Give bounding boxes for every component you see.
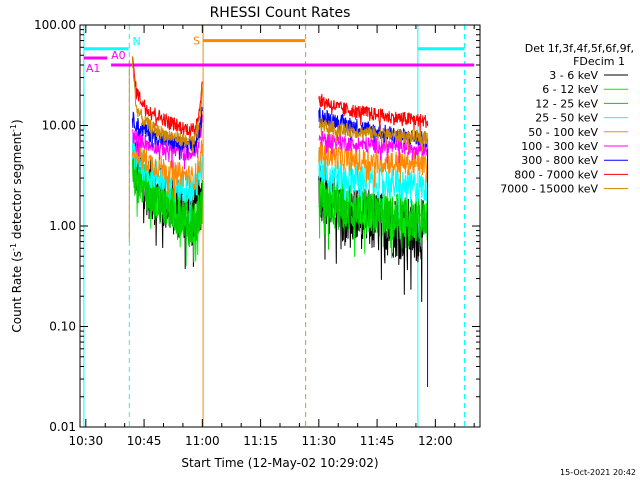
y-label-sup: -1 [9,243,18,251]
legend-entry-label: 6 - 12 keV [542,83,598,96]
state-bar-label: N [132,35,140,48]
legend-entry-label: 7000 - 15000 keV [500,183,598,196]
x-tick-label: 11:45 [360,434,395,448]
y-label-sup: -1 [9,124,18,132]
chart-title: RHESSI Count Rates [210,5,351,21]
series-line [131,140,203,199]
x-axis-label: Start Time (12-May-02 10:29:02) [181,456,378,470]
series-line [318,117,429,152]
x-tick-label: 12:00 [418,434,453,448]
series-line [131,153,203,267]
x-axis: 10:30 10:45 11:00 11:15 11:30 11:45 12:00 [69,25,475,448]
x-tick-label: 10:30 [69,434,104,448]
state-bar-label: S [193,35,200,48]
series-line [318,180,429,250]
y-label-part: Count Rate (s [10,251,24,333]
series-line [318,140,428,188]
y-label-part: detector segment [10,132,24,243]
legend-entry-label: 100 - 300 keV [521,140,598,153]
plot-series [131,56,429,388]
legend-header: Det 1f,3f,4f,5f,6f,9f, [525,42,634,55]
legend-entry-label: 25 - 50 keV [535,112,598,125]
series-line [318,93,429,133]
y-tick-label: 10.00 [42,119,76,133]
series-line [131,57,203,138]
state-bar-label: A0 [111,49,126,62]
state-bar-label: A1 [86,62,101,75]
series-line [131,114,203,170]
legend-entry-label: 300 - 800 keV [521,154,598,167]
x-tick-label: 10:45 [127,434,162,448]
series-line [131,56,203,153]
x-tick-label: 11:30 [302,434,337,448]
y-axis: 0.01 0.10 1.00 10.00 100.00 [34,18,480,434]
y-tick-label: 100.00 [34,18,76,32]
plot-bars: N A0 A1 S [83,35,475,75]
legend-entry-label: 50 - 100 keV [528,126,598,139]
legend-entry-label: 3 - 6 keV [549,69,598,82]
y-label-part: ) [10,119,24,124]
x-tick-label: 11:15 [243,434,278,448]
series-line [318,130,429,164]
legend-entry-label: 12 - 25 keV [535,97,598,110]
y-tick-label: 0.01 [49,420,76,434]
footer-timestamp: 15-Oct-2021 20:42 [560,468,636,477]
legend-header-2: FDecim 1 [573,55,625,68]
series-line [318,107,429,148]
y-axis-label: Count Rate (s-1 detector segment-1) [9,119,24,332]
y-tick-label: 1.00 [49,219,76,233]
legend-entry-label: 800 - 7000 keV [514,168,598,181]
series-line [318,175,429,259]
x-tick-label: 11:00 [185,434,220,448]
y-tick-label: 0.10 [49,320,76,334]
series-line [318,150,429,219]
legend: Det 1f,3f,4f,5f,6f,9f, FDecim 1 3 - 6 ke… [500,42,634,196]
